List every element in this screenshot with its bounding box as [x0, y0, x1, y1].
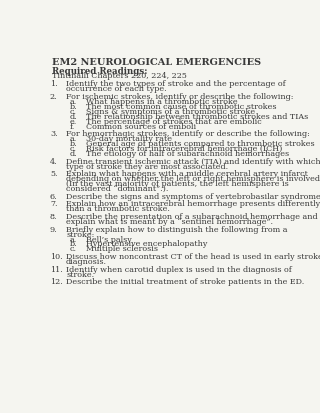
Text: The etiology of half of subarachnoid hemorrhages: The etiology of half of subarachnoid hem…	[86, 150, 289, 158]
Text: f.: f.	[70, 122, 75, 131]
Text: 1.: 1.	[50, 80, 58, 88]
Text: Explain how an intracerebral hemorrhage presents differently: Explain how an intracerebral hemorrhage …	[66, 200, 320, 208]
Text: Define transient ischemic attack (TIA) and identify with which: Define transient ischemic attack (TIA) a…	[66, 157, 320, 165]
Text: For hemorrhagic strokes, identify or describe the following:: For hemorrhagic strokes, identify or des…	[66, 130, 310, 138]
Text: 3.: 3.	[50, 130, 58, 138]
Text: Risk factors for intracerebral hemorrhage (ICH): Risk factors for intracerebral hemorrhag…	[86, 145, 282, 153]
Text: b.: b.	[70, 102, 77, 111]
Text: Signs & symptoms of a thrombotic stroke: Signs & symptoms of a thrombotic stroke	[86, 107, 255, 116]
Text: Multiple sclerosis: Multiple sclerosis	[86, 245, 158, 253]
Text: Identify when carotid duplex is used in the diagnosis of: Identify when carotid duplex is used in …	[66, 265, 292, 273]
Text: considered “dominant”.).: considered “dominant”.).	[66, 185, 168, 192]
Text: type of stroke they are most associated.: type of stroke they are most associated.	[66, 162, 228, 170]
Text: Common sources of emboli: Common sources of emboli	[86, 122, 196, 131]
Text: a.: a.	[70, 98, 77, 106]
Text: Describe the initial treatment of stroke patients in the ED.: Describe the initial treatment of stroke…	[66, 278, 304, 285]
Text: Describe the presentation of a subarachnoid hemorrhage and: Describe the presentation of a subarachn…	[66, 213, 318, 221]
Text: d.: d.	[70, 150, 77, 158]
Text: 5.: 5.	[50, 170, 57, 178]
Text: 4.: 4.	[50, 157, 58, 165]
Text: b.: b.	[70, 240, 77, 248]
Text: b.: b.	[70, 140, 77, 148]
Text: Discuss how noncontrast CT of the head is used in early stroke: Discuss how noncontrast CT of the head i…	[66, 252, 320, 261]
Text: The most common cause of thrombotic strokes: The most common cause of thrombotic stro…	[86, 102, 276, 111]
Text: explain what is meant by a “sentinel hemorrhage”.: explain what is meant by a “sentinel hem…	[66, 218, 273, 225]
Text: c.: c.	[70, 107, 77, 116]
Text: than a thrombotic stroke.: than a thrombotic stroke.	[66, 205, 170, 213]
Text: d.: d.	[70, 112, 77, 121]
Text: a.: a.	[70, 235, 77, 243]
Text: Tintinalli Chapters 220, 224, 225: Tintinalli Chapters 220, 224, 225	[52, 72, 187, 80]
Text: depending on whether the left or right hemisphere is involved: depending on whether the left or right h…	[66, 175, 320, 183]
Text: 8.: 8.	[50, 213, 57, 221]
Text: 6.: 6.	[50, 192, 58, 200]
Text: 9.: 9.	[50, 225, 58, 233]
Text: Hypertensive encephalopathy: Hypertensive encephalopathy	[86, 240, 207, 248]
Text: stroke.: stroke.	[66, 270, 94, 278]
Text: Explain what happens with a middle cerebral artery infarct: Explain what happens with a middle cereb…	[66, 170, 308, 178]
Text: c.: c.	[70, 145, 77, 153]
Text: occurrence of each type.: occurrence of each type.	[66, 85, 167, 93]
Text: 12.: 12.	[50, 278, 63, 285]
Text: Identify the two types of stroke and the percentage of: Identify the two types of stroke and the…	[66, 80, 286, 88]
Text: 7.: 7.	[50, 200, 57, 208]
Text: For ischemic strokes, identify or describe the following:: For ischemic strokes, identify or descri…	[66, 93, 293, 101]
Text: Required Readings:: Required Readings:	[52, 66, 148, 75]
Text: a.: a.	[70, 135, 77, 143]
Text: 2.: 2.	[50, 93, 58, 101]
Text: Briefly explain how to distinguish the following from a: Briefly explain how to distinguish the f…	[66, 225, 288, 233]
Text: What happens in a thrombotic stroke: What happens in a thrombotic stroke	[86, 98, 237, 106]
Text: Describe the signs and symptoms of vertebrobasilar syndrome.: Describe the signs and symptoms of verte…	[66, 192, 320, 200]
Text: General age of patients compared to thrombotic strokes: General age of patients compared to thro…	[86, 140, 315, 148]
Text: stroke:: stroke:	[66, 230, 94, 238]
Text: The percentage of strokes that are embolic: The percentage of strokes that are embol…	[86, 117, 262, 126]
Text: c.: c.	[70, 245, 77, 253]
Text: 10.: 10.	[50, 252, 62, 261]
Text: The relationship between thrombotic strokes and TIAs: The relationship between thrombotic stro…	[86, 112, 308, 121]
Text: 11.: 11.	[50, 265, 63, 273]
Text: e.: e.	[70, 117, 77, 126]
Text: diagnosis.: diagnosis.	[66, 257, 107, 266]
Text: 30-day mortality rate: 30-day mortality rate	[86, 135, 172, 143]
Text: Bell’s palsy: Bell’s palsy	[86, 235, 132, 243]
Text: (In the vast majority of patients, the left hemisphere is: (In the vast majority of patients, the l…	[66, 180, 289, 188]
Text: EM2 NEUROLOGICAL EMERGENCIES: EM2 NEUROLOGICAL EMERGENCIES	[52, 57, 261, 66]
